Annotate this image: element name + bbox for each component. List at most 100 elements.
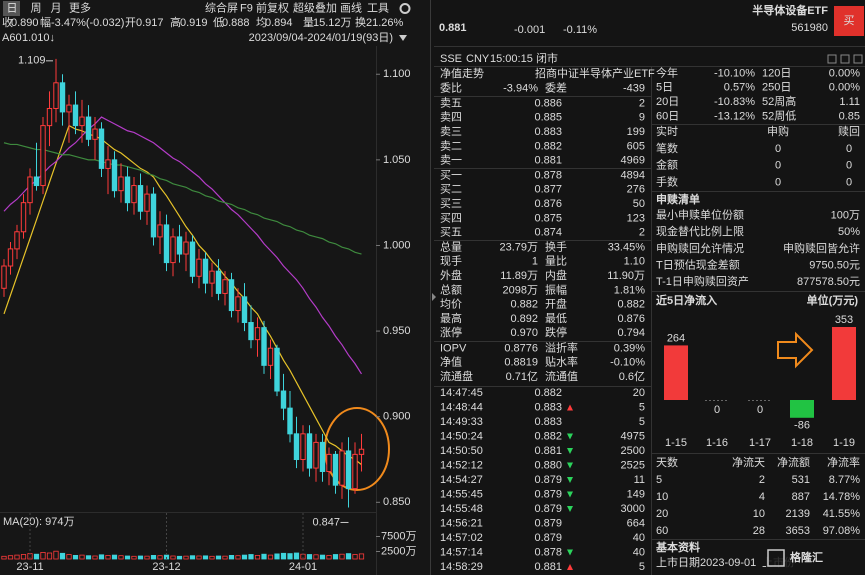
realtime-value: 0	[775, 143, 781, 155]
basic-label: 上市日期	[656, 555, 700, 569]
buy-label[interactable]: 买	[844, 14, 855, 27]
change-pct: -0.11%	[563, 24, 597, 36]
list-value: 申购赎回皆允许	[783, 241, 860, 255]
y-tick-label: 0.950	[383, 325, 411, 337]
perf-value: 0.00%	[829, 67, 860, 79]
volume-bar	[274, 553, 280, 560]
trade-price: 0.881	[534, 561, 562, 573]
tool-button[interactable]: 综合屏	[205, 0, 238, 14]
candle-body	[241, 296, 248, 324]
volume-bar	[189, 555, 196, 560]
volume-bar	[137, 555, 144, 560]
row-label: 最低	[545, 312, 567, 325]
volume-bar	[20, 554, 27, 560]
logo-box	[766, 548, 865, 575]
settings-icon[interactable]	[399, 3, 411, 14]
trade-arrow-up	[567, 564, 573, 570]
logo-text: 格隆汇	[790, 550, 823, 564]
candle-body	[222, 279, 228, 294]
row-label: 总额	[440, 282, 462, 296]
y-tick-label: 1.100	[383, 68, 411, 80]
row-label: 委比	[440, 81, 462, 94]
ask-label: 卖三	[440, 125, 462, 138]
table-header: 天数	[656, 456, 678, 469]
icon[interactable]	[827, 54, 837, 64]
row-value: 0.6亿	[619, 370, 645, 383]
bar	[790, 400, 814, 418]
trade-time: 14:55:45	[440, 488, 483, 500]
candle-body	[189, 241, 196, 277]
bar	[832, 327, 856, 400]
perf-label: 20日	[656, 96, 679, 108]
tool-button[interactable]: 工具	[367, 1, 389, 14]
row-label: 净值走势	[440, 66, 484, 80]
collapse-icon[interactable]	[432, 293, 436, 301]
tool-button[interactable]: 画线	[340, 0, 362, 14]
volume-bar	[85, 555, 92, 560]
table-cell: 60	[656, 525, 668, 537]
perf-value: 0.85	[839, 110, 860, 122]
volume-bar	[196, 555, 202, 560]
candle-body	[46, 107, 53, 127]
moving-average-line	[3, 142, 362, 255]
bar-value-label: 0	[757, 404, 763, 416]
high-annotation: 1.109	[18, 55, 46, 67]
icon[interactable]	[840, 54, 850, 64]
trade-time: 14:50:50	[440, 445, 483, 457]
row-value: -0.10%	[610, 357, 645, 369]
trade-arrow-down	[567, 448, 573, 454]
summary-value: 0.894	[265, 17, 293, 29]
table-cell: 10	[656, 491, 668, 503]
range-dropdown[interactable]	[399, 35, 407, 41]
perf-label: 今年	[656, 65, 678, 79]
candle-body	[59, 82, 66, 113]
period-tab[interactable]: 月	[51, 2, 62, 14]
bid-size: 276	[627, 184, 645, 196]
candle-body	[352, 453, 358, 490]
table-cell: 887	[792, 491, 810, 503]
list-value: 9750.50元	[809, 260, 860, 272]
volume-bar	[293, 552, 300, 560]
period-tab[interactable]: 周	[31, 1, 42, 14]
tool-button[interactable]: 超级叠加	[293, 0, 337, 14]
ask-label: 卖五	[440, 96, 462, 109]
trade-arrow-down	[567, 462, 573, 469]
volume-bar	[79, 554, 85, 560]
row-value: 1.81%	[614, 284, 645, 296]
icon[interactable]	[853, 54, 863, 64]
volume-bar	[176, 555, 183, 560]
tool-button[interactable]: F9	[240, 2, 253, 14]
realtime-label: 手数	[656, 175, 678, 189]
trade-price: 0.880	[534, 459, 562, 471]
volume-bar	[66, 554, 72, 560]
status-icons	[827, 54, 863, 64]
row-value: 11.89万	[500, 270, 538, 282]
candle-body	[53, 82, 59, 109]
candle-body	[33, 176, 40, 187]
trade-size: 2500	[621, 445, 645, 457]
trade-size: 664	[627, 517, 645, 529]
bid-price: 0.876	[534, 198, 562, 210]
x-tick-label: 1-18	[791, 437, 813, 449]
table-cell: 41.55%	[823, 508, 861, 520]
change: -0.001	[514, 24, 545, 36]
summary-label: 量	[303, 16, 314, 29]
date-range: 2023/09/04-2024/01/19(93日)	[249, 32, 393, 44]
trade-size: 5	[639, 416, 645, 428]
summary-label: 低	[213, 16, 224, 29]
period-tab[interactable]: 日	[7, 2, 18, 14]
candle-body	[274, 347, 280, 392]
price: 0.881	[439, 22, 467, 34]
trade-price: 0.879	[534, 503, 562, 515]
candle-body	[287, 407, 293, 435]
x-tick-label: 1-19	[833, 437, 855, 449]
y-tick-label: 1.050	[383, 154, 411, 166]
row-label: 总量	[440, 239, 462, 253]
tool-button[interactable]: 前复权	[256, 0, 289, 14]
volume-ma-label: MA(20): 974万	[3, 516, 75, 528]
buy-button[interactable]	[834, 6, 864, 36]
period-tab[interactable]: 更多	[69, 0, 91, 14]
volume-bar	[14, 554, 20, 560]
bar-value-label: 353	[835, 314, 853, 326]
bid-label: 买一	[440, 168, 462, 181]
